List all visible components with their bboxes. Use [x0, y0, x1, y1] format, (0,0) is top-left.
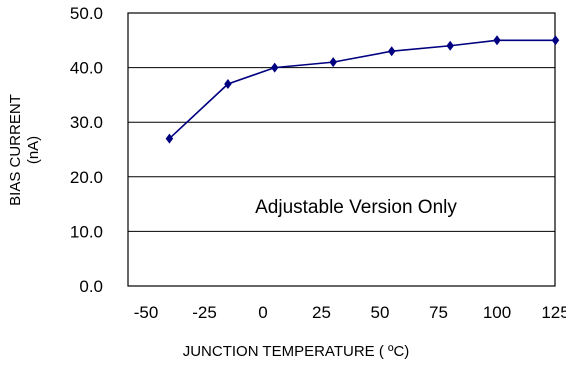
x-tick-label: 125 [541, 303, 566, 322]
y-tick-label: 40.0 [70, 59, 103, 78]
data-point-marker [493, 35, 501, 46]
gridlines [128, 67, 555, 232]
x-tick-label: 0 [258, 303, 267, 322]
data-point-marker [165, 133, 174, 144]
y-axis-title-line-2: (nA) [25, 136, 42, 164]
plot-area-border [127, 12, 556, 287]
x-tick-labels: -50 -25 0 25 50 75 100 125 [134, 303, 566, 322]
data-point-marker [387, 46, 396, 57]
x-tick-label: -25 [192, 303, 217, 322]
x-tick-label: -50 [134, 303, 159, 322]
data-point-marker [329, 57, 337, 68]
data-point-marker [224, 78, 232, 89]
series-line [168, 39, 556, 140]
data-point-marker [270, 62, 279, 73]
data-point-marker [446, 40, 454, 51]
y-tick-label: 0.0 [79, 277, 103, 296]
data-point-marker [551, 35, 560, 46]
x-tick-label: 50 [371, 303, 390, 322]
y-axis-title-line-1: BIAS CURRENT [7, 94, 24, 206]
y-tick-label: 30.0 [70, 113, 103, 132]
x-axis-title: JUNCTION TEMPERATURE ( ºC) [183, 343, 410, 360]
y-tick-labels: 0.0 10.0 20.0 30.0 40.0 50.0 [70, 4, 103, 296]
x-tick-label: 25 [312, 303, 331, 322]
x-tick-label: 75 [429, 303, 448, 322]
y-tick-label: 10.0 [70, 222, 103, 241]
y-tick-label: 20.0 [70, 168, 103, 187]
series-group [165, 35, 560, 144]
chart-annotation: Adjustable Version Only [255, 197, 457, 218]
y-tick-label: 50.0 [70, 4, 103, 23]
x-tick-label: 100 [483, 303, 511, 322]
